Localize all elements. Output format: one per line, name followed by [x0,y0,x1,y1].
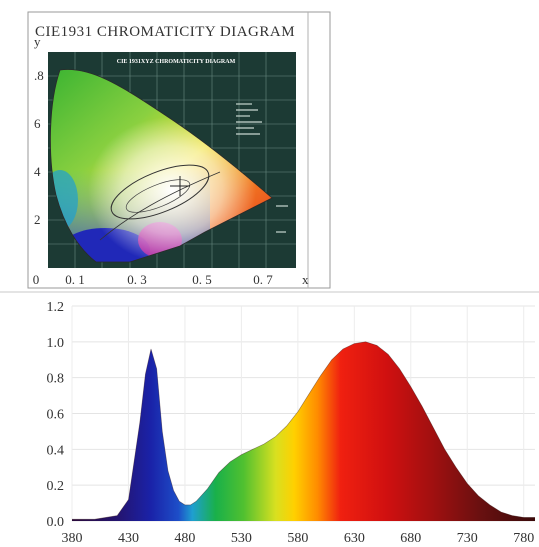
spectrum-y-ticks: 0.0 0.2 0.4 0.6 0.8 1.0 1.2 [47,300,65,530]
spectrum-y-tick-label: 0.8 [47,372,65,387]
cie-x-tick: 0. 7 [253,272,273,287]
spectrum-x-tick-label: 430 [118,531,139,546]
spectrum-x-tick-label: 730 [457,531,478,546]
cie-y-ticks: .8 6 4 2 [34,68,44,227]
cie-y-tick: 2 [34,212,41,227]
cie-ylabel: y [34,34,41,49]
cie-inner-title: CIE 1931XYZ CHROMATICITY DIAGRAM [117,59,236,65]
cie-x-tick: 0. 1 [65,272,85,287]
spectrum-y-tick-label: 1.2 [47,300,65,315]
cie-xlabel: x [302,272,309,287]
spectrum-x-tick-label: 480 [174,531,195,546]
spectrum-x-tick-label: 530 [231,531,252,546]
cie-target-cross [170,176,190,196]
cie-y-tick: .8 [34,68,44,83]
spectrum-area [72,341,535,521]
spectrum-x-tick-label: 380 [62,531,83,546]
cie-panel: CIE1931 CHROMATICITY DIAGRAM y CIE 1931X… [27,11,331,289]
cie-inner-ellipse [125,179,191,213]
cie-x-ticks: 0 0. 1 0. 3 0. 5 0. 7 [33,272,274,287]
cie-x-tick: 0. 3 [127,272,147,287]
cie-y-tick: 4 [34,164,41,179]
cie-x-tick: 0 [33,272,40,287]
cie-title: CIE1931 CHROMATICITY DIAGRAM [35,24,295,40]
spectrum-fill [72,341,535,521]
cie-planckian-locus [99,171,221,241]
spectrum-x-tick-label: 780 [513,531,534,546]
spectrum-y-tick-label: 0.6 [47,408,65,423]
spectrum-y-tick-label: 0.4 [47,443,65,458]
spectrum-panel: 0.0 0.2 0.4 0.6 0.8 1.0 1.2 380 430 480 530 580 630… [0,291,539,546]
spectrum-x-tick-label: 580 [287,531,308,546]
spectrum-x-ticks: 380 430 480 530 580 630 680 730 780 [62,531,535,546]
cie-spectral-locus [50,69,273,263]
cie-color-ellipse [110,164,210,220]
spectrum-x-tick-label: 630 [344,531,365,546]
cie-y-tick: 6 [34,116,41,131]
spectrum-x-tick-label: 680 [400,531,421,546]
spectrum-y-tick-label: 0.0 [47,515,65,530]
spectrum-y-tick-label: 1.0 [47,336,65,351]
cie-annotations [236,103,288,233]
cie-x-tick: 0. 5 [192,272,212,287]
spectrum-y-tick-label: 0.2 [47,479,65,494]
spectrum-line [72,341,535,520]
